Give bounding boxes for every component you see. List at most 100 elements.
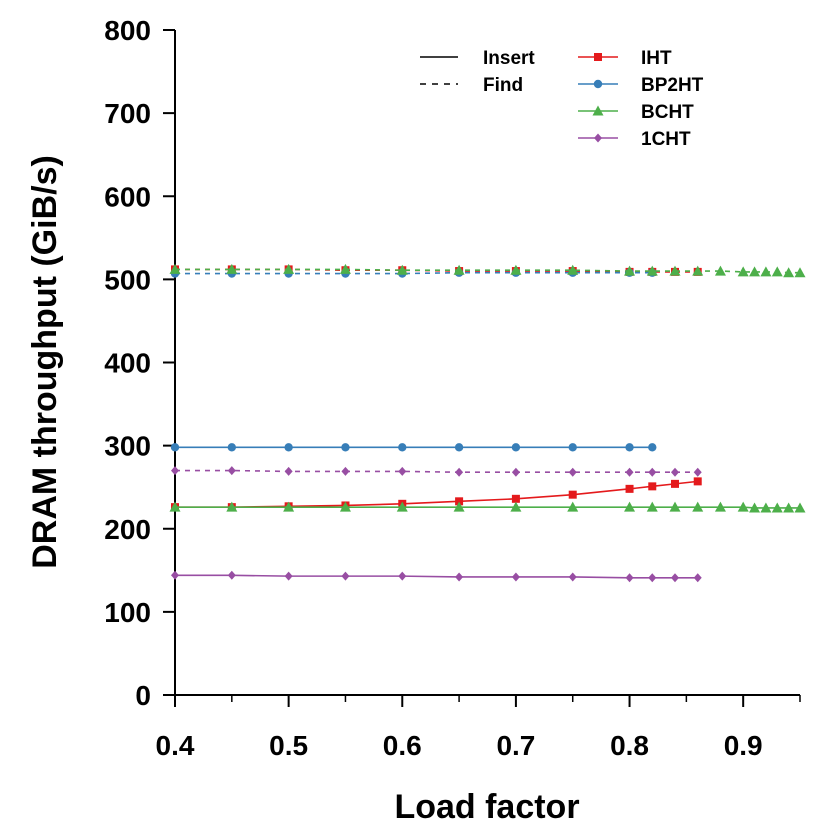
x-tick-label: 0.7 — [496, 730, 535, 761]
data-point-iht-insert — [568, 490, 577, 499]
data-point-1cht-find — [341, 466, 350, 476]
data-point-1cht-find — [511, 467, 520, 477]
data-point-1cht-insert — [171, 570, 179, 580]
data-point-bcht-find — [567, 264, 579, 275]
data-point-bcht-insert — [226, 501, 238, 512]
data-point-1cht-find — [568, 467, 577, 477]
data-point-iht-insert — [625, 484, 634, 493]
series-line-1cht-find — [175, 469, 698, 474]
data-point-bcht-find — [669, 265, 681, 276]
data-point-bcht-find — [624, 265, 636, 276]
data-point-bcht-insert — [646, 501, 658, 512]
legend-label-bp2ht: BP2HT — [641, 75, 704, 96]
data-point-bcht-find — [339, 263, 351, 274]
y-tick-label: 200 — [104, 514, 151, 545]
y-tick-label: 400 — [104, 348, 151, 379]
data-point-bp2ht-insert — [398, 443, 407, 452]
data-point-bcht-find — [283, 263, 295, 274]
series-bcht-insert — [169, 501, 806, 513]
data-point-bcht-insert — [567, 501, 579, 512]
data-point-bcht-insert — [169, 501, 181, 512]
data-point-bcht-find — [771, 266, 783, 277]
data-point-bcht-find — [226, 263, 238, 274]
y-tick-label: 0 — [135, 680, 151, 711]
data-point-bp2ht-insert — [341, 443, 350, 452]
data-point-bp2ht-insert — [227, 443, 237, 452]
data-point-bcht-find — [646, 265, 658, 276]
data-point-bp2ht-insert — [625, 443, 634, 452]
legend: Insert Find IHT BP2HT BCHT 1CHT — [420, 48, 704, 150]
data-point-bcht-find — [169, 263, 181, 274]
legend-marker-1cht — [594, 133, 602, 143]
data-point-bcht-insert — [669, 501, 681, 512]
data-point-bp2ht-insert — [568, 443, 577, 452]
data-point-bcht-find — [783, 267, 795, 278]
data-point-1cht-insert — [398, 571, 407, 581]
data-point-bcht-insert — [453, 501, 465, 512]
data-point-bcht-insert — [692, 501, 704, 512]
legend-label-1cht: 1CHT — [641, 129, 691, 150]
x-tick-label: 0.9 — [724, 730, 763, 761]
series-layer — [169, 263, 806, 583]
data-point-1cht-insert — [625, 573, 634, 583]
legend-label-iht: IHT — [641, 48, 672, 69]
data-point-bcht-insert — [749, 502, 761, 513]
data-point-1cht-find — [284, 466, 293, 476]
series-line-1cht-insert — [175, 574, 698, 579]
data-point-bcht-find — [749, 266, 761, 277]
series-line-bp2ht-find — [175, 271, 653, 275]
series-bp2ht-insert — [170, 443, 657, 452]
data-point-1cht-insert — [568, 572, 577, 582]
data-point-1cht-insert — [227, 570, 236, 580]
series-bp2ht-find — [170, 268, 657, 278]
y-tick-label: 500 — [104, 264, 151, 295]
data-point-bp2ht-insert — [648, 443, 657, 452]
data-point-bcht-find — [453, 264, 465, 275]
series-1cht-find — [171, 466, 702, 477]
x-axis-title: Load factor — [394, 788, 579, 826]
data-point-1cht-insert — [511, 572, 520, 582]
data-point-iht-insert — [648, 482, 657, 491]
data-point-bcht-find — [692, 265, 704, 276]
data-point-1cht-find — [671, 467, 679, 477]
data-point-iht-insert — [671, 479, 679, 488]
legend-label-insert: Insert — [483, 48, 535, 69]
series-line-iht-insert — [175, 480, 698, 508]
x-tick-label: 0.4 — [156, 730, 195, 761]
data-point-bcht-insert — [783, 502, 795, 513]
data-point-1cht-find — [648, 467, 657, 477]
series-1cht-insert — [171, 570, 702, 583]
series-iht-insert — [171, 477, 702, 512]
data-point-bp2ht-insert — [454, 443, 464, 452]
data-point-bcht-insert — [737, 501, 749, 512]
data-point-bp2ht-insert — [511, 443, 521, 452]
data-point-bcht-find — [794, 267, 806, 278]
x-tick-label: 0.6 — [383, 730, 422, 761]
data-point-bcht-insert — [794, 502, 806, 513]
data-point-bcht-insert — [510, 501, 522, 512]
data-point-bcht-insert — [760, 502, 772, 513]
data-point-1cht-find — [398, 466, 407, 476]
data-point-bcht-insert — [624, 501, 636, 512]
legend-label-find: Find — [483, 75, 523, 96]
data-point-bcht-find — [714, 265, 726, 276]
data-point-1cht-insert — [671, 573, 679, 583]
legend-marker-bp2ht — [593, 79, 603, 89]
x-tick-label: 0.8 — [610, 730, 649, 761]
y-axis-title: DRAM throughput (GiB/s) — [26, 155, 64, 569]
x-tick-label: 0.5 — [269, 730, 308, 761]
data-point-bcht-find — [396, 264, 408, 275]
data-point-bcht-find — [510, 264, 522, 275]
y-tick-label: 800 — [104, 15, 151, 46]
series-bcht-find — [169, 263, 806, 278]
data-point-1cht-find — [171, 466, 179, 476]
y-tick-label: 100 — [104, 597, 151, 628]
ticks: 0 100 200 300 400 500 600 700 800 0.4 0.5 0.6 0.7 0.8… — [104, 15, 801, 761]
data-point-1cht-insert — [341, 571, 350, 581]
data-point-bcht-insert — [339, 501, 351, 512]
data-point-bcht-insert — [771, 502, 783, 513]
legend-marker-bcht — [592, 105, 604, 116]
y-tick-label: 700 — [104, 98, 151, 129]
data-point-1cht-insert — [455, 572, 464, 582]
